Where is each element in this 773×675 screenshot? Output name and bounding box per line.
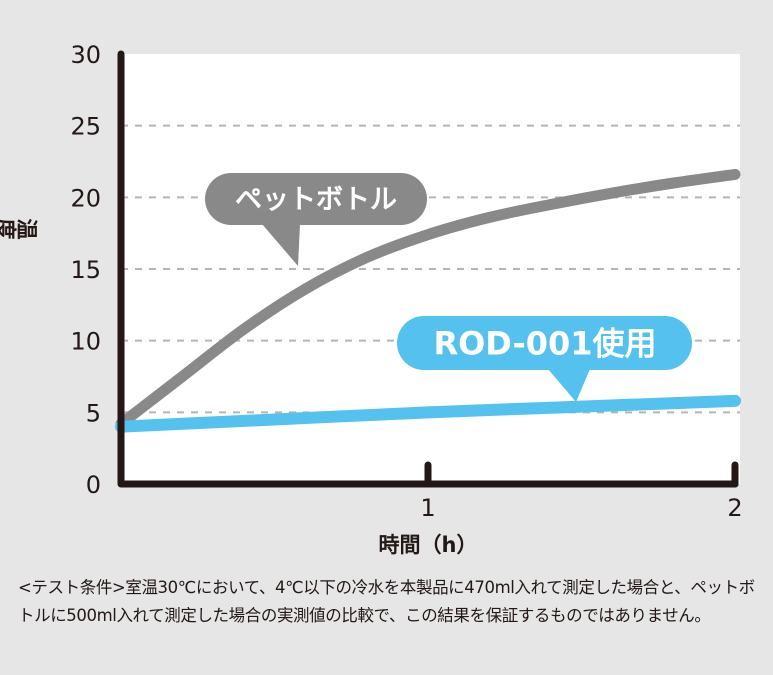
y-tick-label: 15	[70, 256, 101, 284]
callout-bubble	[397, 316, 692, 370]
y-tick-label: 10	[70, 328, 101, 356]
line-chart: 0 5 10 15 20 25 30 1 2 ペットボトル ROD-001使用 時間（h） 温度（…	[0, 41, 743, 557]
callout-pointer	[262, 224, 300, 266]
x-tick-label: 1	[420, 494, 435, 522]
legend-label: ROD-001使用	[433, 325, 656, 363]
callout-bubble	[205, 173, 427, 225]
series-line-pet-bottle	[115, 168, 741, 430]
y-tick-label: 0	[86, 471, 101, 499]
legend-label: ペットボトル	[235, 185, 397, 216]
callout-pointer	[548, 369, 590, 402]
y-tick-label: 30	[70, 41, 101, 69]
y-tick-label: 5	[86, 399, 101, 427]
y-tick-label: 25	[70, 113, 101, 141]
y-tick-label: 20	[70, 184, 101, 212]
x-axis-label: 時間（h）	[379, 533, 478, 557]
series-line-rod-001	[115, 394, 741, 433]
y-axis-label: 温度（℃）	[0, 216, 38, 240]
test-conditions-note: <テスト条件>室温30℃において、4℃以下の冷水を本製品に470ml入れて測定し…	[18, 578, 755, 625]
x-tick-label: 2	[727, 494, 742, 522]
axis-lines	[117, 50, 739, 488]
